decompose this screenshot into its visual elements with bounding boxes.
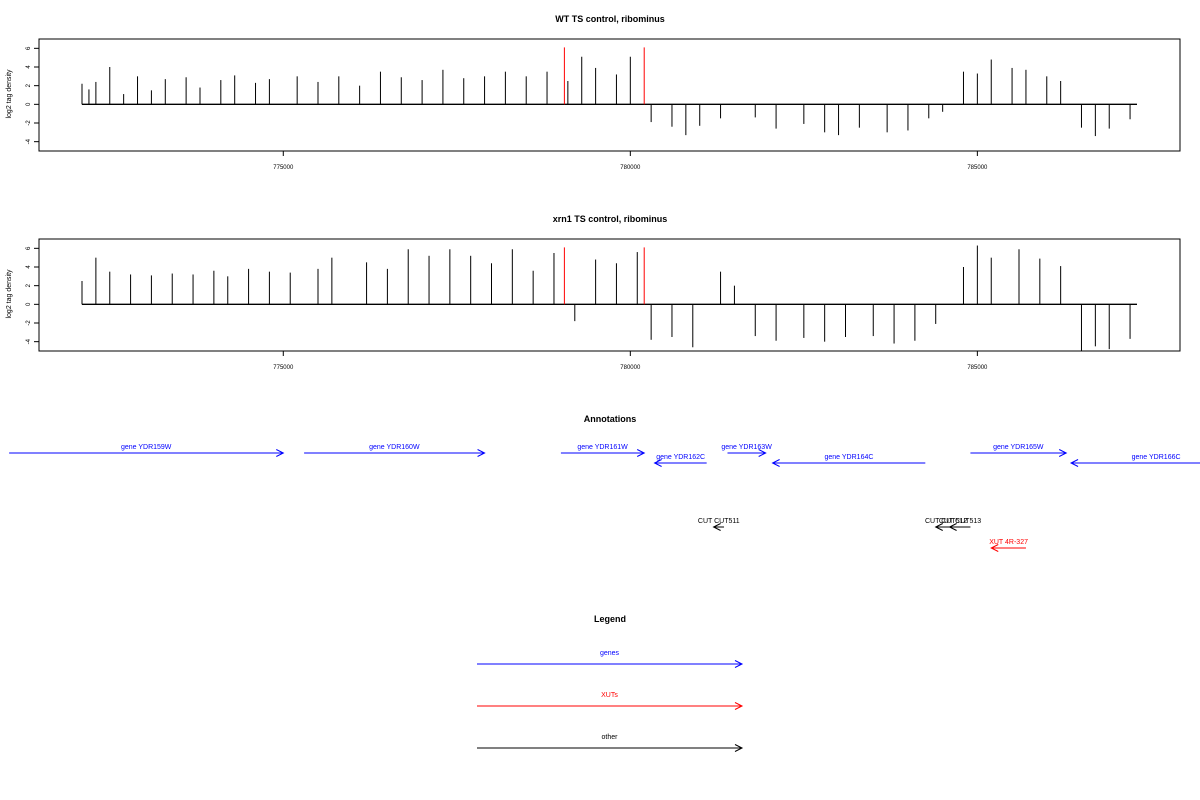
y-tick-label: -2 [26, 320, 32, 326]
annotation-arrowhead [990, 544, 999, 552]
annotation-label: CUT CUT513 [939, 518, 981, 525]
x-tick-label: 780000 [620, 365, 641, 371]
legend-label: other [602, 734, 619, 741]
y-tick-label: 0 [26, 302, 32, 306]
legend-arrowhead [734, 744, 744, 752]
x-tick-label: 780000 [620, 165, 641, 171]
annotation-label: gene YDR162C [656, 454, 705, 461]
y-tick-label: 6 [26, 46, 32, 50]
annotation-arrowhead [758, 449, 767, 457]
chart-title-xrn1: xrn1 TS control, ribominus [553, 214, 668, 224]
annotation-label: gene YDR166C [1132, 454, 1181, 461]
annotation-label: CUT CUT512 [925, 518, 967, 525]
y-tick-label: 0 [26, 102, 32, 106]
annotation-label: gene YDR160W [369, 444, 420, 451]
x-tick-label: 775000 [273, 365, 294, 371]
y-tick-label: 2 [26, 283, 32, 287]
plot-frame [38, 38, 1181, 152]
y-tick-label: 6 [26, 246, 32, 250]
annotation-arrowhead [771, 459, 780, 467]
chart-panel-wt: WT TS control, ribominus -4 -2 0 2 4 6 775000 7… [6, 14, 1181, 171]
annotation-arrowhead [276, 449, 285, 457]
y-axis-label-xrn1: log2 tag density [6, 269, 13, 319]
annotation-arrowhead [712, 523, 721, 531]
legend-arrowhead [734, 660, 744, 668]
annotation-arrowhead [477, 449, 486, 457]
annotation-arrowhead [1058, 449, 1068, 457]
annotation-label: gene YDR165W [993, 444, 1044, 451]
x-tick-label: 785000 [967, 165, 988, 171]
x-tick-label: 775000 [273, 165, 294, 171]
y-tick-label: -2 [26, 120, 32, 126]
annotation-arrowhead [653, 459, 662, 467]
legend-entries: genes XUTs other [477, 650, 744, 752]
y-tick-label: 4 [26, 65, 32, 69]
y-tick-label: -4 [26, 138, 32, 144]
annotation-label: CUT CUT511 [698, 518, 740, 525]
chart-panel-xrn1: xrn1 TS control, ribominus -4 -2 0 2 4 6 77500… [6, 214, 1181, 371]
x-tick-label: 785000 [967, 365, 988, 371]
legend: Legend genes XUTs other [477, 614, 744, 752]
annotation-label: XUT 4R-327 [989, 539, 1028, 546]
annotation-label: gene YDR161W [577, 444, 628, 451]
legend-label: genes [600, 650, 620, 657]
annotation-arrowhead [934, 523, 943, 531]
annotation-arrowhead [948, 523, 957, 531]
annotation-label: gene YDR164C [825, 454, 874, 461]
legend-arrowhead [734, 702, 744, 710]
y-tick-label: -4 [26, 338, 32, 344]
legend-label: XUTs [601, 692, 618, 699]
annotations-title: Annotations [584, 414, 637, 424]
plot-frame [38, 238, 1181, 352]
annotation-features: gene YDR159W gene YDR160W gene YDR161W gene… [9, 444, 1200, 552]
annotation-arrowhead [1069, 459, 1079, 467]
annotation-arrowhead [636, 449, 646, 457]
plot-area-wt: -4 -2 0 2 4 6 775000 780000 785000 [26, 38, 1181, 171]
y-tick-label: 4 [26, 265, 32, 269]
y-axis-label-wt: log2 tag density [6, 69, 13, 119]
annotation-label: gene YDR163W [721, 444, 772, 451]
legend-title: Legend [594, 614, 626, 624]
plot-area-xrn1: -4 -2 0 2 4 6 775000 780000 785000 [26, 238, 1181, 371]
annotations-track: Annotations gene YDR159W gene YDR160W gene… [9, 414, 1200, 552]
y-tick-label: 2 [26, 83, 32, 87]
chart-title-wt: WT TS control, ribominus [555, 14, 665, 24]
annotation-label: gene YDR159W [121, 444, 172, 451]
